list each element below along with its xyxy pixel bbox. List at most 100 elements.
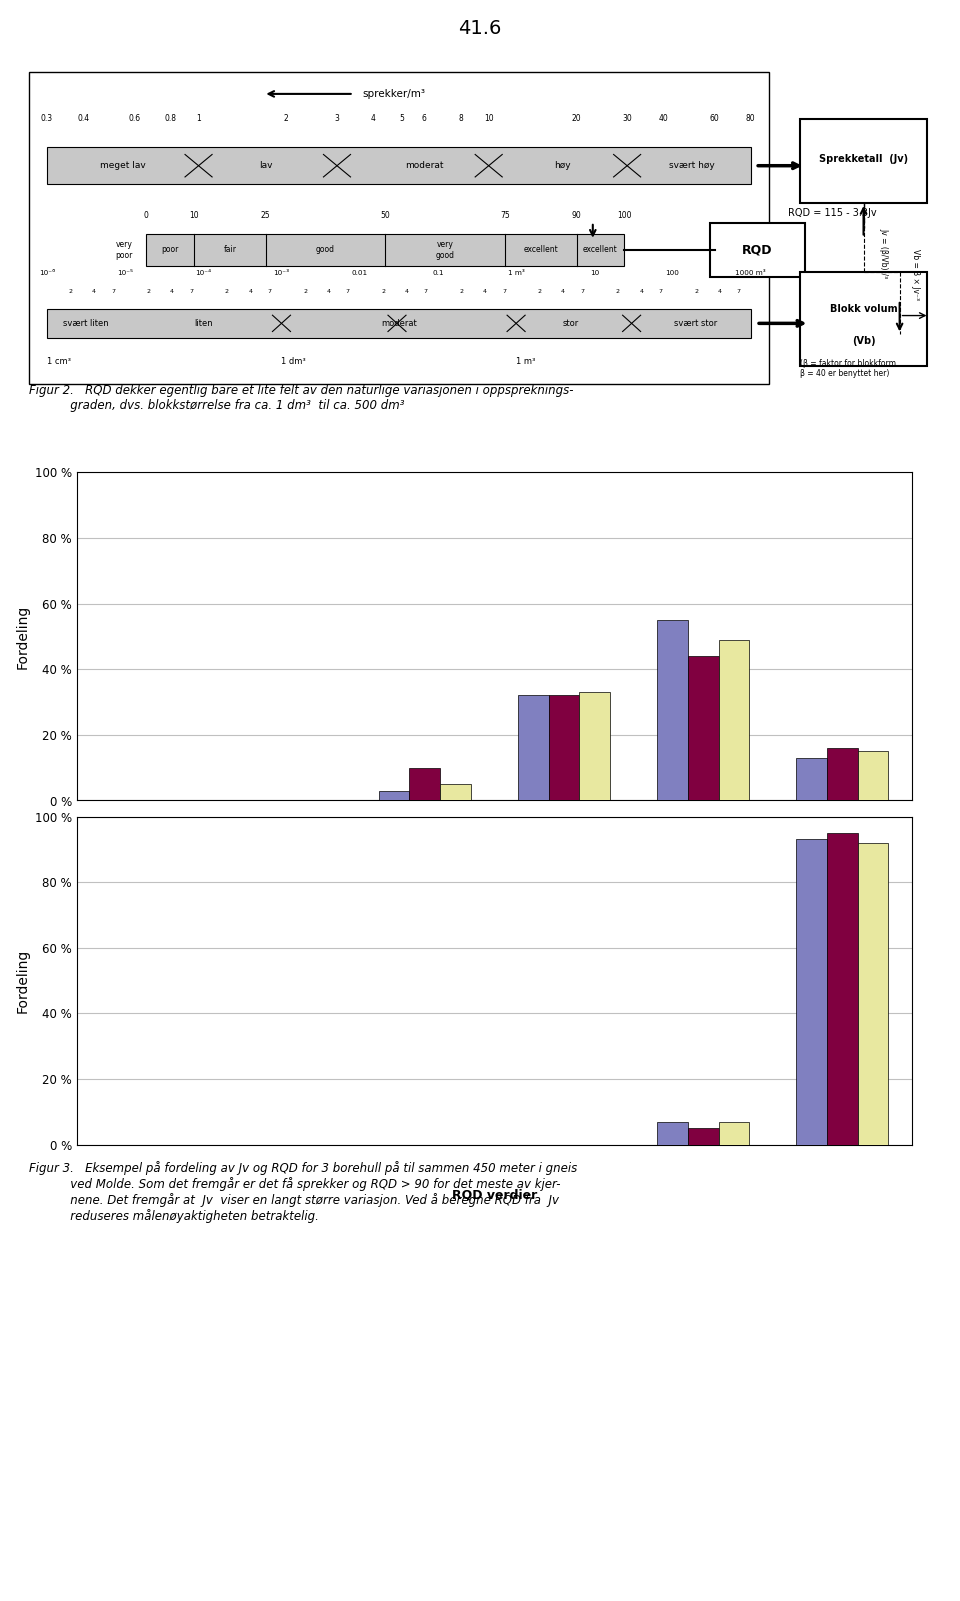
Text: very
poor: very poor	[115, 240, 132, 259]
Text: 7: 7	[502, 288, 506, 295]
Text: 100: 100	[617, 211, 632, 221]
Text: poor: poor	[161, 245, 179, 255]
Text: 1 m³: 1 m³	[508, 269, 524, 275]
Bar	[828, 833, 857, 1145]
Text: 2: 2	[68, 288, 72, 295]
Text: 4: 4	[483, 288, 487, 295]
Text: 7: 7	[346, 288, 349, 295]
Text: 60: 60	[709, 114, 719, 123]
Bar	[688, 1129, 718, 1145]
Text: 2: 2	[694, 288, 698, 295]
Text: 4: 4	[717, 288, 722, 295]
Text: 4: 4	[249, 288, 252, 295]
Text: 5: 5	[399, 114, 404, 123]
Text: liten: liten	[194, 319, 212, 328]
Text: lav: lav	[258, 162, 273, 170]
Text: 7: 7	[423, 288, 428, 295]
Text: 10⁻⁴: 10⁻⁴	[195, 269, 211, 275]
Text: 7: 7	[580, 288, 585, 295]
Text: 8: 8	[458, 114, 463, 123]
Text: 2: 2	[381, 288, 385, 295]
Text: Sprekketall  (Jv): Sprekketall (Jv)	[819, 154, 908, 165]
Bar	[658, 1122, 688, 1145]
Text: 2: 2	[616, 288, 620, 295]
Text: 10: 10	[484, 114, 493, 123]
Text: 0.4: 0.4	[77, 114, 89, 123]
Bar	[688, 656, 718, 800]
Bar	[379, 791, 410, 800]
Text: 30: 30	[622, 114, 632, 123]
Text: Vb = β × Jv⁻³: Vb = β × Jv⁻³	[911, 250, 921, 301]
Text: 4: 4	[639, 288, 643, 295]
Bar	[797, 757, 828, 800]
Text: 1: 1	[196, 114, 201, 123]
Text: 20: 20	[571, 114, 581, 123]
Text: (β = faktor for blokkform
β = 40 er benyttet her): (β = faktor for blokkform β = 40 er beny…	[801, 359, 897, 378]
Bar	[718, 640, 749, 800]
Text: 0.6: 0.6	[128, 114, 140, 123]
Text: excellent: excellent	[523, 245, 558, 255]
Text: 10⁻⁶: 10⁻⁶	[38, 269, 55, 275]
Text: (Vb): (Vb)	[852, 336, 876, 346]
Text: 90: 90	[572, 211, 582, 221]
Text: 0.8: 0.8	[164, 114, 177, 123]
Text: 7: 7	[736, 288, 740, 295]
Text: 2: 2	[460, 288, 464, 295]
Text: 3: 3	[334, 114, 340, 123]
Text: 41.6: 41.6	[458, 19, 502, 37]
Text: svært liten: svært liten	[63, 319, 108, 328]
Bar	[518, 695, 549, 800]
Text: 4: 4	[562, 288, 565, 295]
Bar	[549, 695, 579, 800]
Text: Figur 3.   Eksempel på fordeling av Jv og RQD for 3 borehull på til sammen 450 m: Figur 3. Eksempel på fordeling av Jv og …	[29, 1161, 577, 1223]
Text: meget lav: meget lav	[101, 162, 146, 170]
Text: Jv = (β/Vb)¹/³: Jv = (β/Vb)¹/³	[879, 227, 889, 279]
X-axis label: Oppsprekningsgrad, Jv  (antall sprekker / m3): Oppsprekningsgrad, Jv (antall sprekker /…	[334, 844, 655, 857]
Text: Figur 2.   RQD dekker egentlig bare et lite felt av den naturlige variasjonen i : Figur 2. RQD dekker egentlig bare et lit…	[29, 384, 573, 411]
Text: good: good	[316, 245, 335, 255]
Text: 10: 10	[189, 211, 199, 221]
Text: 50: 50	[380, 211, 390, 221]
Text: 1000 m³: 1000 m³	[735, 269, 766, 275]
Text: 6: 6	[421, 114, 427, 123]
Text: 0.1: 0.1	[432, 269, 444, 275]
Text: 2: 2	[225, 288, 228, 295]
Text: very
good: very good	[436, 240, 454, 259]
Text: 7: 7	[267, 288, 272, 295]
Text: 4: 4	[405, 288, 409, 295]
Text: 1 dm³: 1 dm³	[281, 357, 306, 367]
Text: sprekker/m³: sprekker/m³	[363, 90, 425, 99]
Text: 10: 10	[589, 269, 599, 275]
Text: fair: fair	[224, 245, 236, 255]
Text: 40: 40	[659, 114, 668, 123]
Text: 1 m³: 1 m³	[516, 357, 536, 367]
Bar	[440, 784, 470, 800]
Text: excellent: excellent	[583, 245, 618, 255]
Text: 100: 100	[665, 269, 680, 275]
Text: høy: høy	[555, 162, 571, 170]
Text: Blokk volum: Blokk volum	[829, 304, 898, 314]
Text: 0: 0	[144, 211, 149, 221]
Text: moderat: moderat	[405, 162, 444, 170]
Text: 2: 2	[303, 288, 307, 295]
Bar	[797, 839, 828, 1145]
Text: 4: 4	[170, 288, 174, 295]
Text: svært høy: svært høy	[668, 162, 714, 170]
Text: moderat: moderat	[381, 319, 417, 328]
Text: 0.01: 0.01	[351, 269, 368, 275]
Bar	[828, 748, 857, 800]
FancyBboxPatch shape	[146, 234, 624, 266]
Text: stor: stor	[563, 319, 579, 328]
Text: 2: 2	[147, 288, 151, 295]
Bar	[579, 692, 610, 800]
Text: 7: 7	[189, 288, 193, 295]
Bar	[718, 1122, 749, 1145]
FancyBboxPatch shape	[710, 224, 804, 277]
Text: 4: 4	[326, 288, 330, 295]
Y-axis label: Fordeling: Fordeling	[15, 604, 29, 669]
FancyBboxPatch shape	[47, 309, 751, 338]
Text: RQD = 115 - 3.3Jv: RQD = 115 - 3.3Jv	[787, 208, 876, 218]
FancyBboxPatch shape	[801, 118, 926, 203]
FancyBboxPatch shape	[47, 147, 751, 184]
Text: 7: 7	[659, 288, 662, 295]
